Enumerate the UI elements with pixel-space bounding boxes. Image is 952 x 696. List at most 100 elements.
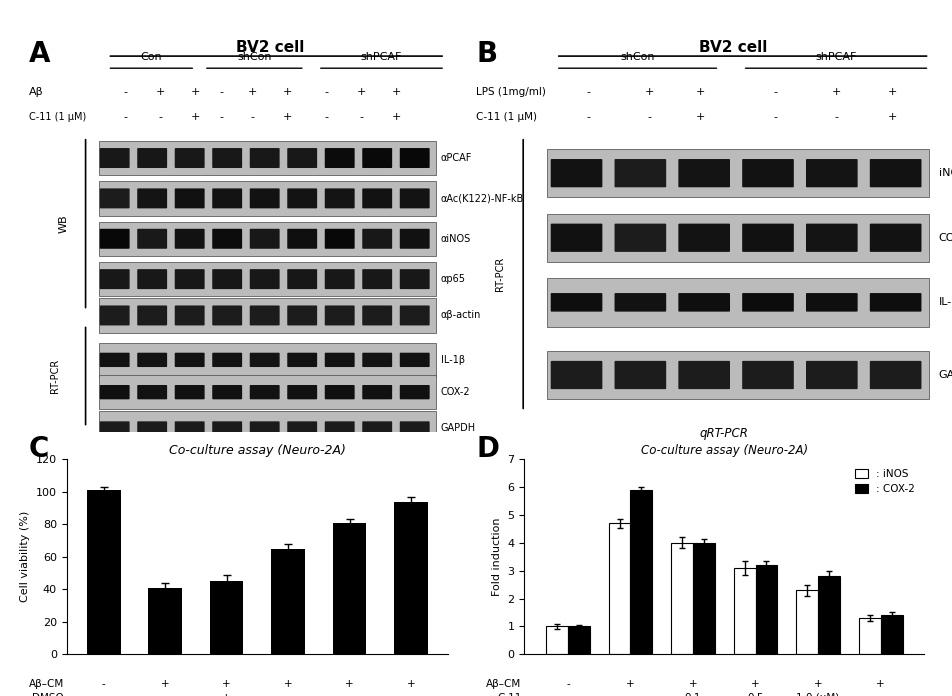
FancyBboxPatch shape xyxy=(212,189,242,208)
Text: +: + xyxy=(190,111,200,122)
FancyBboxPatch shape xyxy=(362,421,391,436)
Text: shCon: shCon xyxy=(620,52,654,62)
Text: +: + xyxy=(813,679,822,689)
FancyBboxPatch shape xyxy=(174,189,205,208)
FancyBboxPatch shape xyxy=(399,353,429,367)
FancyBboxPatch shape xyxy=(100,353,129,367)
FancyBboxPatch shape xyxy=(100,306,129,326)
FancyBboxPatch shape xyxy=(174,385,205,400)
FancyBboxPatch shape xyxy=(550,159,602,187)
Bar xyxy=(271,548,305,654)
FancyBboxPatch shape xyxy=(869,159,921,187)
FancyBboxPatch shape xyxy=(174,353,205,367)
Text: +: + xyxy=(886,111,896,122)
Text: +: + xyxy=(190,88,200,97)
Bar xyxy=(817,576,839,654)
FancyBboxPatch shape xyxy=(212,229,242,248)
Text: C: C xyxy=(29,435,49,463)
Text: -: - xyxy=(286,693,289,696)
Bar xyxy=(795,590,817,654)
FancyBboxPatch shape xyxy=(100,148,129,168)
FancyBboxPatch shape xyxy=(325,189,354,208)
Text: IL-1β: IL-1β xyxy=(938,297,952,308)
FancyBboxPatch shape xyxy=(362,269,391,289)
Text: COX-2: COX-2 xyxy=(440,387,469,397)
Text: 1.0 (μM): 1.0 (μM) xyxy=(796,693,839,696)
Text: -: - xyxy=(219,88,223,97)
FancyBboxPatch shape xyxy=(399,189,429,208)
FancyBboxPatch shape xyxy=(287,189,317,208)
FancyBboxPatch shape xyxy=(614,159,665,187)
FancyBboxPatch shape xyxy=(399,229,429,248)
Text: +: + xyxy=(282,111,291,122)
Text: -: - xyxy=(646,111,650,122)
Text: RT-PCR: RT-PCR xyxy=(50,359,60,393)
Text: D: D xyxy=(476,435,499,463)
FancyBboxPatch shape xyxy=(99,262,436,296)
Text: 0.5: 0.5 xyxy=(746,693,763,696)
Bar xyxy=(567,626,589,654)
Text: +: + xyxy=(644,88,653,97)
FancyBboxPatch shape xyxy=(99,141,436,175)
FancyBboxPatch shape xyxy=(399,148,429,168)
FancyBboxPatch shape xyxy=(287,385,317,400)
FancyBboxPatch shape xyxy=(174,306,205,326)
Text: C-11 (1 μM): C-11 (1 μM) xyxy=(29,111,86,122)
FancyBboxPatch shape xyxy=(99,299,436,333)
FancyBboxPatch shape xyxy=(325,353,354,367)
FancyBboxPatch shape xyxy=(249,421,279,436)
FancyBboxPatch shape xyxy=(325,229,354,248)
Text: -: - xyxy=(347,693,351,696)
FancyBboxPatch shape xyxy=(100,385,129,400)
Text: +: + xyxy=(222,679,230,689)
FancyBboxPatch shape xyxy=(99,181,436,216)
FancyBboxPatch shape xyxy=(100,421,129,436)
Bar xyxy=(692,543,714,654)
FancyBboxPatch shape xyxy=(249,189,279,208)
FancyBboxPatch shape xyxy=(325,269,354,289)
FancyBboxPatch shape xyxy=(742,361,793,389)
FancyBboxPatch shape xyxy=(325,148,354,168)
FancyBboxPatch shape xyxy=(362,148,391,168)
Text: -: - xyxy=(565,693,569,696)
FancyBboxPatch shape xyxy=(137,269,167,289)
Text: +: + xyxy=(688,679,697,689)
FancyBboxPatch shape xyxy=(678,361,729,389)
Text: αPCAF: αPCAF xyxy=(440,153,471,163)
Text: Con: Con xyxy=(140,52,162,62)
FancyBboxPatch shape xyxy=(678,293,729,312)
FancyBboxPatch shape xyxy=(287,306,317,326)
Text: +: + xyxy=(345,679,353,689)
FancyBboxPatch shape xyxy=(546,278,928,326)
Text: -: - xyxy=(219,111,223,122)
FancyBboxPatch shape xyxy=(174,229,205,248)
FancyBboxPatch shape xyxy=(614,223,665,252)
FancyBboxPatch shape xyxy=(249,306,279,326)
FancyBboxPatch shape xyxy=(362,353,391,367)
FancyBboxPatch shape xyxy=(100,269,129,289)
FancyBboxPatch shape xyxy=(805,223,857,252)
Bar xyxy=(332,523,367,654)
Text: +: + xyxy=(625,679,634,689)
FancyBboxPatch shape xyxy=(137,353,167,367)
FancyBboxPatch shape xyxy=(137,385,167,400)
Bar xyxy=(148,587,182,654)
Text: +: + xyxy=(886,88,896,97)
FancyBboxPatch shape xyxy=(212,385,242,400)
FancyBboxPatch shape xyxy=(325,421,354,436)
FancyBboxPatch shape xyxy=(550,293,602,312)
Text: +: + xyxy=(391,111,401,122)
Text: Aβ: Aβ xyxy=(29,88,43,97)
FancyBboxPatch shape xyxy=(742,293,793,312)
Text: BV2 cell: BV2 cell xyxy=(235,40,304,55)
FancyBboxPatch shape xyxy=(99,221,436,256)
Text: shPCAF: shPCAF xyxy=(361,52,402,62)
Text: -: - xyxy=(123,111,127,122)
Text: COX-2: COX-2 xyxy=(938,232,952,243)
FancyBboxPatch shape xyxy=(869,293,921,312)
Text: -: - xyxy=(773,88,777,97)
Text: αiNOS: αiNOS xyxy=(440,234,470,244)
FancyBboxPatch shape xyxy=(287,421,317,436)
FancyBboxPatch shape xyxy=(100,189,129,208)
Text: -: - xyxy=(565,679,569,689)
